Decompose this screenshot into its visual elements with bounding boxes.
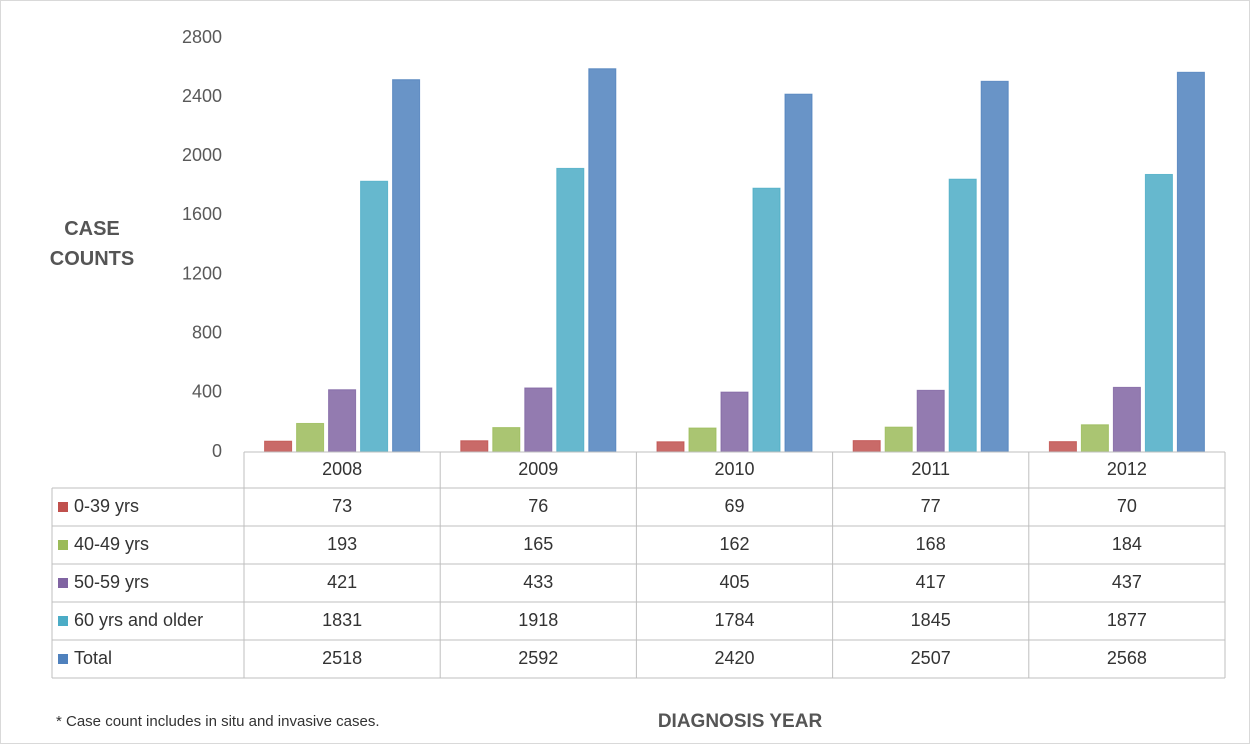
bar xyxy=(392,79,421,453)
bar xyxy=(948,178,977,453)
table-value: 2507 xyxy=(911,648,951,668)
bar xyxy=(1144,173,1173,453)
x-tick-label: 2008 xyxy=(322,459,362,479)
legend-key xyxy=(58,502,68,512)
table-value: 2568 xyxy=(1107,648,1147,668)
table-value: 405 xyxy=(719,572,749,592)
footnote: * Case count includes in situ and invasi… xyxy=(56,713,380,730)
table-value: 184 xyxy=(1112,534,1142,554)
y-tick-label: 2400 xyxy=(182,86,222,106)
legend-key xyxy=(58,654,68,664)
table-value: 2592 xyxy=(518,648,558,668)
x-tick-label: 2010 xyxy=(714,459,754,479)
bar xyxy=(752,187,781,453)
bar xyxy=(460,440,489,453)
bar xyxy=(492,427,521,453)
bar xyxy=(556,167,585,453)
legend-key xyxy=(58,578,68,588)
table-value: 1918 xyxy=(518,610,558,630)
table-value: 1845 xyxy=(911,610,951,630)
table-value: 70 xyxy=(1117,496,1137,516)
bar xyxy=(296,422,325,453)
table-value: 69 xyxy=(724,496,744,516)
y-tick-label: 1600 xyxy=(182,204,222,224)
bar xyxy=(916,389,945,453)
table-value: 165 xyxy=(523,534,553,554)
y-tick-label: 2000 xyxy=(182,145,222,165)
y-tick-label: 400 xyxy=(192,382,222,402)
bar xyxy=(720,391,749,453)
bar xyxy=(852,440,881,453)
legend-key xyxy=(58,540,68,550)
legend-label: Total xyxy=(74,648,112,668)
bar xyxy=(784,93,813,453)
bar xyxy=(524,387,553,453)
x-tick-label: 2011 xyxy=(911,459,950,479)
legend-label: 60 yrs and older xyxy=(74,610,203,630)
table-value: 421 xyxy=(327,572,357,592)
y-tick-label: 0 xyxy=(212,441,222,461)
table-value: 437 xyxy=(1112,572,1142,592)
bar xyxy=(588,68,617,453)
bar xyxy=(328,389,357,453)
table-value: 433 xyxy=(523,572,553,592)
legend-label: 0-39 yrs xyxy=(74,496,139,516)
table-value: 168 xyxy=(916,534,946,554)
x-tick-label: 2009 xyxy=(518,459,558,479)
legend-label: 40-49 yrs xyxy=(74,534,149,554)
table-value: 1877 xyxy=(1107,610,1147,630)
bar xyxy=(980,80,1009,453)
y-tick-label: 2800 xyxy=(182,27,222,47)
y-tick-label: 800 xyxy=(192,322,222,342)
bar xyxy=(1112,386,1141,453)
bar xyxy=(656,441,685,453)
y-axis-title: CASE COUNTS xyxy=(49,218,135,270)
bar xyxy=(884,426,913,453)
table-value: 162 xyxy=(719,534,749,554)
table-value: 2518 xyxy=(322,648,362,668)
table-value: 1831 xyxy=(322,610,362,630)
bar xyxy=(360,180,389,453)
bar xyxy=(1080,424,1109,453)
legend-label: 50-59 yrs xyxy=(74,572,149,592)
table-value: 1784 xyxy=(714,610,754,630)
table-value: 417 xyxy=(916,572,946,592)
table-value: 193 xyxy=(327,534,357,554)
legend-key xyxy=(58,616,68,626)
bar xyxy=(264,440,293,453)
table-value: 73 xyxy=(332,496,352,516)
y-tick-label: 1200 xyxy=(182,263,222,283)
bar xyxy=(1176,71,1205,453)
x-tick-label: 2012 xyxy=(1107,459,1147,479)
table-value: 76 xyxy=(528,496,548,516)
table-value: 77 xyxy=(921,496,941,516)
bar xyxy=(1048,441,1077,453)
table-value: 2420 xyxy=(714,648,754,668)
bar xyxy=(688,427,717,453)
x-axis-title: DIAGNOSIS YEAR xyxy=(658,711,823,732)
